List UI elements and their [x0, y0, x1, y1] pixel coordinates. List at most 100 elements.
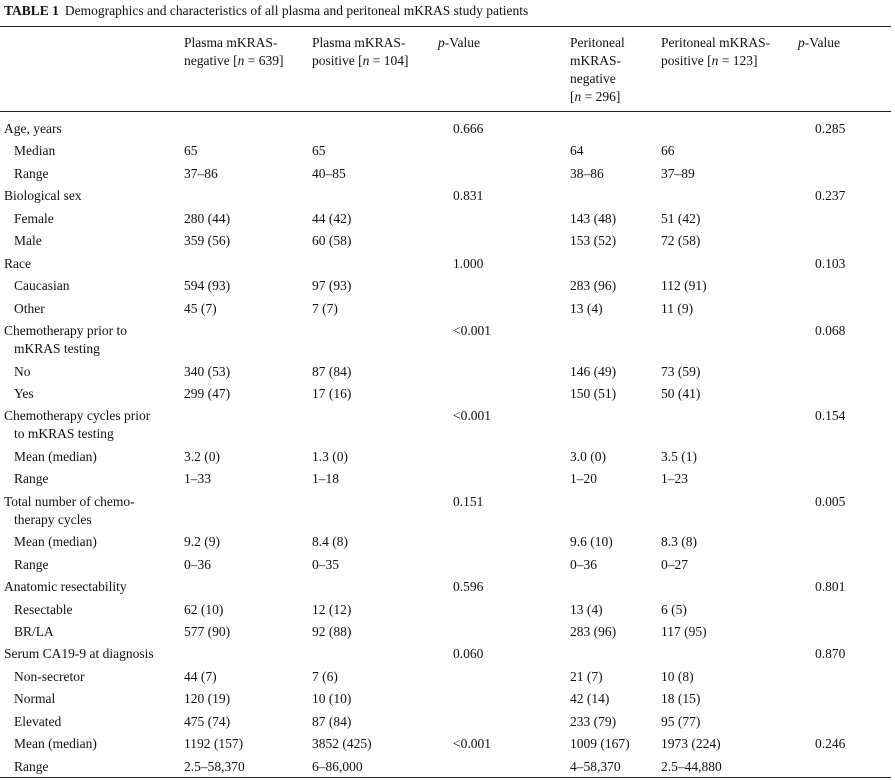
- header-peritoneal-negative: Peritoneal mKRAS- negative [n = 296]: [570, 34, 625, 106]
- table-caption: TABLE 1 Demographics and characteristics …: [4, 3, 528, 19]
- row-label: Mean (median): [14, 448, 97, 464]
- header-plasma-negative: Plasma mKRAS- negative [n = 639]: [184, 34, 283, 70]
- p-value-peritoneal: 0.801: [815, 579, 846, 595]
- label-line: Chemotherapy prior to: [4, 323, 127, 339]
- value-cell: 299 (47): [184, 385, 231, 401]
- category-label: Serum CA19-9 at diagnosis: [4, 645, 154, 663]
- value-cell: 45 (7): [184, 300, 217, 316]
- bottom-rule: [0, 777, 891, 778]
- category-label: Race: [4, 255, 31, 273]
- row-label: Range: [14, 471, 49, 487]
- value-cell: 51 (42): [661, 210, 701, 226]
- value-cell: 40–85: [312, 165, 346, 181]
- table-caption-label: TABLE 1: [4, 3, 59, 18]
- value-cell: 60 (58): [312, 233, 352, 249]
- p-value-peritoneal: 0.237: [815, 188, 846, 204]
- value-cell: 18 (15): [661, 691, 701, 707]
- p-value-peritoneal: 0.068: [815, 323, 846, 339]
- value-cell: 150 (51): [570, 385, 617, 401]
- header-line: Peritoneal: [570, 35, 625, 50]
- value-cell: 92 (88): [312, 624, 352, 639]
- value-cell: 3.2 (0): [184, 448, 220, 464]
- label-line: Anatomic resectability: [4, 579, 127, 595]
- value-cell: 21 (7): [570, 668, 603, 684]
- value-cell: 44 (7): [184, 668, 217, 684]
- value-cell: 37–89: [661, 165, 695, 181]
- row-label: Male: [14, 233, 42, 249]
- p-value-peritoneal: 0.005: [815, 493, 846, 509]
- value-cell: 66: [661, 143, 675, 159]
- value-cell: 0–27: [661, 556, 688, 572]
- category-label: Anatomic resectability: [4, 578, 127, 596]
- value-cell: 120 (19): [184, 691, 231, 707]
- label-line: Total number of chemo-: [4, 493, 135, 509]
- value-cell: 37–86: [184, 165, 218, 181]
- table-caption-text: Demographics and characteristics of all …: [64, 3, 529, 18]
- value-cell: 64: [570, 143, 584, 159]
- value-cell: 7 (6): [312, 668, 338, 684]
- value-cell: 62 (10): [184, 601, 224, 617]
- header-line: Peritoneal mKRAS-: [661, 35, 771, 50]
- row-label: BR/LA: [14, 624, 54, 639]
- value-cell: 283 (96): [570, 624, 617, 639]
- value-cell: 17 (16): [312, 385, 352, 401]
- value-cell: 9.6 (10): [570, 534, 613, 550]
- value-cell: 9.2 (9): [184, 534, 220, 550]
- label-line: Biological sex: [4, 188, 82, 204]
- label-line: Serum CA19-9 at diagnosis: [4, 646, 154, 662]
- header-line: positive [n = 104]: [312, 53, 409, 68]
- value-cell: 1–23: [661, 471, 688, 487]
- row-label: Range: [14, 556, 49, 572]
- row-label: Elevated: [14, 713, 62, 729]
- p-value-plasma: 1.000: [453, 255, 484, 271]
- value-cell: 283 (96): [570, 278, 617, 294]
- value-cell: 143 (48): [570, 210, 617, 226]
- header-peritoneal-positive: Peritoneal mKRAS- positive [n = 123]: [661, 34, 770, 70]
- p-value-plasma: 0.666: [453, 121, 484, 136]
- value-cell: 0–36: [184, 556, 211, 572]
- value-cell: 233 (79): [570, 713, 617, 729]
- value-cell: 117 (95): [661, 624, 707, 639]
- value-cell: 42 (14): [570, 691, 610, 707]
- value-cell: 38–86: [570, 165, 604, 181]
- category-label: Age, years: [4, 120, 62, 138]
- value-cell: 10 (10): [312, 691, 352, 707]
- label-line: Age, years: [4, 121, 62, 136]
- row-label: Resectable: [14, 601, 73, 617]
- value-cell: 65: [312, 143, 326, 159]
- p-value-plasma: 0.151: [453, 493, 484, 509]
- value-cell: 2.5–44,880: [661, 758, 722, 774]
- value-cell: 475 (74): [184, 713, 231, 729]
- value-cell: 1009 (167): [570, 736, 630, 752]
- p-value-peritoneal: 0.285: [815, 121, 846, 136]
- value-cell: 13 (4): [570, 300, 603, 316]
- value-cell: 44 (42): [312, 210, 352, 226]
- header-plasma-positive: Plasma mKRAS- positive [n = 104]: [312, 34, 408, 70]
- value-cell: 13 (4): [570, 601, 603, 617]
- label-line: therapy cycles: [14, 511, 92, 527]
- header-rule: [0, 111, 891, 112]
- value-cell: 2.5–58,370: [184, 758, 245, 774]
- row-label: Female: [14, 210, 54, 226]
- top-rule: [0, 26, 891, 27]
- value-cell: 0–36: [570, 556, 597, 572]
- value-cell: 1192 (157): [184, 736, 244, 752]
- value-cell: 577 (90): [184, 624, 231, 639]
- label-line: to mKRAS testing: [14, 426, 114, 442]
- p-value-peritoneal: 0.103: [815, 255, 846, 271]
- row-label: Range: [14, 758, 49, 774]
- row-label: Range: [14, 165, 49, 181]
- value-cell: 1973 (224): [661, 736, 721, 752]
- value-cell: 50 (41): [661, 385, 701, 401]
- value-cell: 280 (44): [184, 210, 231, 226]
- value-cell: 3.0 (0): [570, 448, 606, 464]
- p-value-plasma: 0.831: [453, 188, 484, 204]
- value-cell: 146 (49): [570, 363, 617, 379]
- row-label: Yes: [14, 385, 34, 401]
- value-cell: 1–18: [312, 471, 339, 487]
- row-label: Mean (median): [14, 534, 97, 550]
- value-cell: 1–33: [184, 471, 211, 487]
- value-cell: 0–35: [312, 556, 339, 572]
- p-value-peritoneal: 0.870: [815, 646, 846, 662]
- p-value-plasma: <0.001: [453, 408, 491, 424]
